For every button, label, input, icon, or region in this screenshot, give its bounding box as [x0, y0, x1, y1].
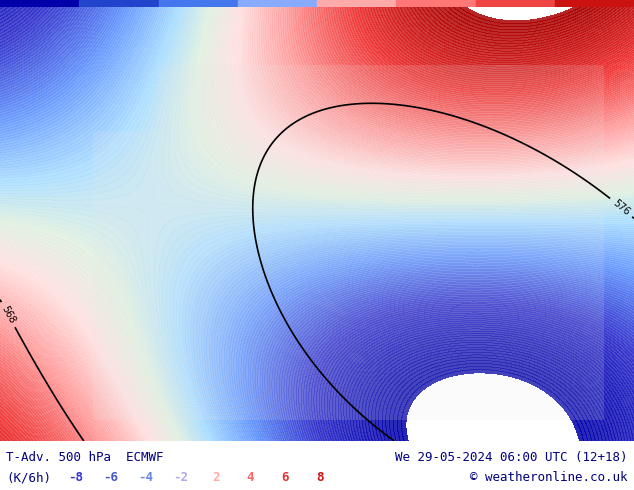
Text: (K/6h): (K/6h) [6, 471, 51, 484]
Bar [79, 0, 158, 7]
Text: 6: 6 [281, 471, 289, 484]
Bar [0, 0, 79, 7]
Text: 2: 2 [212, 471, 219, 484]
Text: 576: 576 [611, 197, 631, 217]
Bar [396, 0, 476, 7]
Text: 4: 4 [247, 471, 254, 484]
Bar [238, 0, 317, 7]
Text: 8: 8 [316, 471, 324, 484]
Text: -8: -8 [68, 471, 84, 484]
Bar [158, 0, 238, 7]
Text: © weatheronline.co.uk: © weatheronline.co.uk [470, 471, 628, 484]
Text: -6: -6 [103, 471, 119, 484]
Text: T-Adv. 500 hPa  ECMWF: T-Adv. 500 hPa ECMWF [6, 451, 164, 464]
Text: -4: -4 [138, 471, 153, 484]
Bar [476, 0, 555, 7]
Text: We 29-05-2024 06:00 UTC (12+18): We 29-05-2024 06:00 UTC (12+18) [395, 451, 628, 464]
Text: -2: -2 [173, 471, 188, 484]
Bar [555, 0, 634, 7]
Text: 568: 568 [0, 304, 17, 325]
Bar [317, 0, 396, 7]
